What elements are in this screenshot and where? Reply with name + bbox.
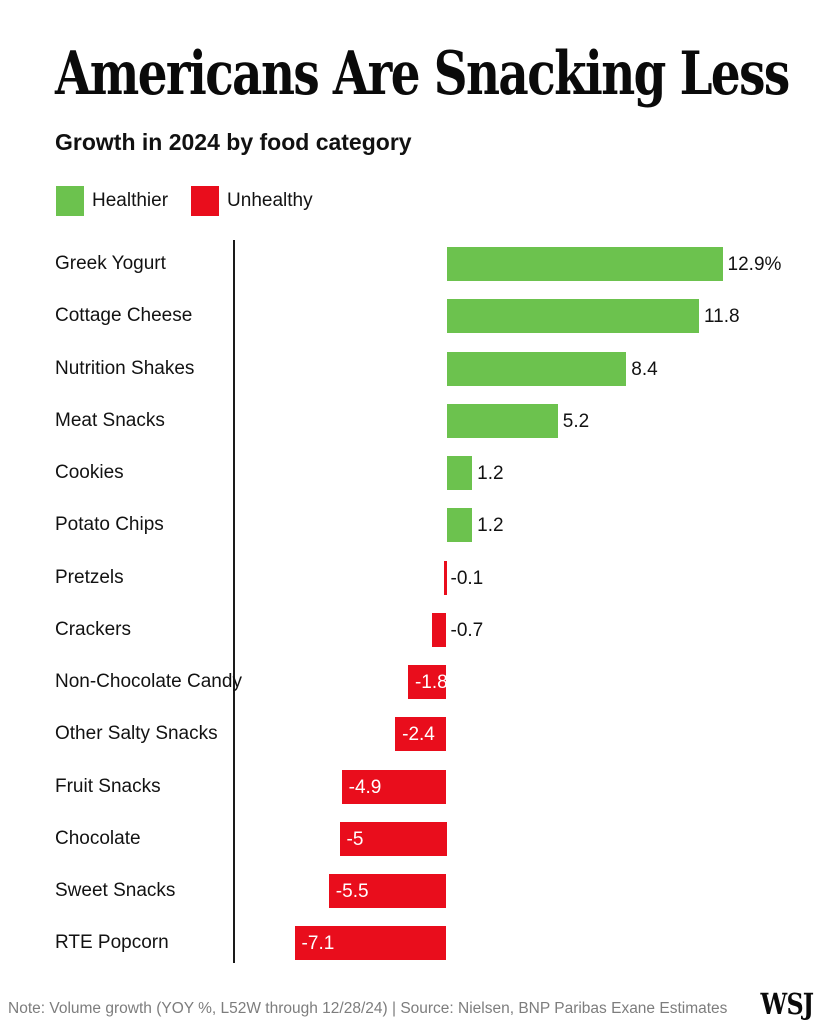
bar-positive — [446, 456, 473, 490]
category-label: Fruit Snacks — [55, 775, 161, 797]
zero-axis-line — [233, 240, 235, 963]
bar-negative — [444, 560, 447, 595]
unhealthy-swatch-icon — [191, 186, 220, 216]
chart-row: Fruit Snacks -4.9 — [0, 761, 818, 813]
category-label: Potato Chips — [55, 514, 164, 536]
category-label: Chocolate — [55, 827, 141, 849]
category-label: Greek Yogurt — [55, 253, 166, 275]
bar-chart: Greek Yogurt 12.9% Cottage Cheese 11.8 Nutri… — [0, 238, 818, 972]
category-label: Cookies — [55, 462, 124, 484]
chart-row: Sweet Snacks -5.5 — [0, 865, 818, 917]
chart-row: Meat Snacks 5.2 — [0, 395, 818, 447]
chart-row: Nutrition Shakes 8.4 — [0, 343, 818, 395]
healthier-swatch-icon — [56, 186, 84, 216]
chart-row: Potato Chips 1.2 — [0, 499, 818, 551]
value-label: -4.9 — [348, 776, 382, 798]
value-label: -7.1 — [301, 933, 335, 955]
value-label: -2.4 — [402, 724, 435, 746]
value-label: -0.7 — [450, 619, 484, 641]
legend-label-healthier: Healthier — [92, 190, 169, 211]
category-label: Cottage Cheese — [55, 305, 193, 327]
bar-negative — [407, 665, 447, 699]
wsj-logo: WSJ — [760, 987, 813, 1021]
category-label: Sweet Snacks — [55, 880, 176, 902]
category-label: Crackers — [55, 618, 132, 640]
chart-row: Non-Chocolate Candy -1.8 — [0, 656, 818, 708]
bar-negative — [328, 874, 447, 908]
bar-negative — [341, 769, 447, 804]
source-note: Note: Volume growth (YOY %, L52W through… — [8, 1000, 728, 1017]
value-label: 12.9% — [727, 254, 782, 275]
chart-row: RTE Popcorn -7.1 — [0, 917, 818, 969]
chart-title: Americans Are Snacking Less — [55, 39, 790, 109]
bar-positive — [446, 299, 700, 334]
bar-positive — [446, 508, 473, 543]
footer: Note: Volume growth (YOY %, L52W through… — [0, 987, 818, 1024]
legend-label-unhealthy: Unhealthy — [227, 190, 313, 211]
value-label: -5.5 — [335, 881, 369, 902]
value-label: 1.2 — [477, 463, 504, 484]
chart-row: Cookies 1.2 — [0, 447, 818, 499]
bar-positive — [446, 403, 558, 438]
chart-row: Chocolate -5 — [0, 813, 818, 865]
value-label: 5.2 — [562, 410, 590, 432]
bar-negative — [395, 717, 447, 752]
value-label: 8.4 — [631, 358, 658, 380]
bar-negative — [339, 821, 447, 856]
chart-row: Crackers -0.7 — [0, 604, 818, 656]
value-label: 11.8 — [704, 306, 740, 328]
chart-row: Pretzels -0.1 — [0, 552, 818, 604]
bar-positive — [446, 247, 723, 281]
category-label: Meat Snacks — [55, 409, 165, 431]
bar-positive — [446, 351, 627, 386]
category-label: Pretzels — [55, 566, 124, 588]
value-label: -5 — [346, 828, 364, 850]
category-label: Other Salty Snacks — [55, 723, 218, 745]
bar-negative — [431, 612, 447, 647]
legend: Healthier Unhealthy — [56, 186, 313, 216]
value-label: -0.1 — [450, 567, 484, 589]
chart-row: Greek Yogurt 12.9% — [0, 238, 818, 290]
legend-item-healthier: Healthier — [56, 186, 168, 216]
chart-subtitle: Growth in 2024 by food category — [55, 129, 412, 155]
chart-row: Cottage Cheese 11.8 — [0, 290, 818, 342]
category-label: Non-Chocolate Candy — [55, 671, 242, 693]
category-label: Nutrition Shakes — [55, 357, 195, 379]
bar-negative — [294, 926, 447, 961]
value-label: -1.8 — [414, 672, 448, 693]
chart-row: Other Salty Snacks -2.4 — [0, 708, 818, 760]
category-label: RTE Popcorn — [55, 932, 169, 954]
value-label: 1.2 — [477, 515, 504, 537]
legend-item-unhealthy: Unhealthy — [191, 186, 313, 216]
